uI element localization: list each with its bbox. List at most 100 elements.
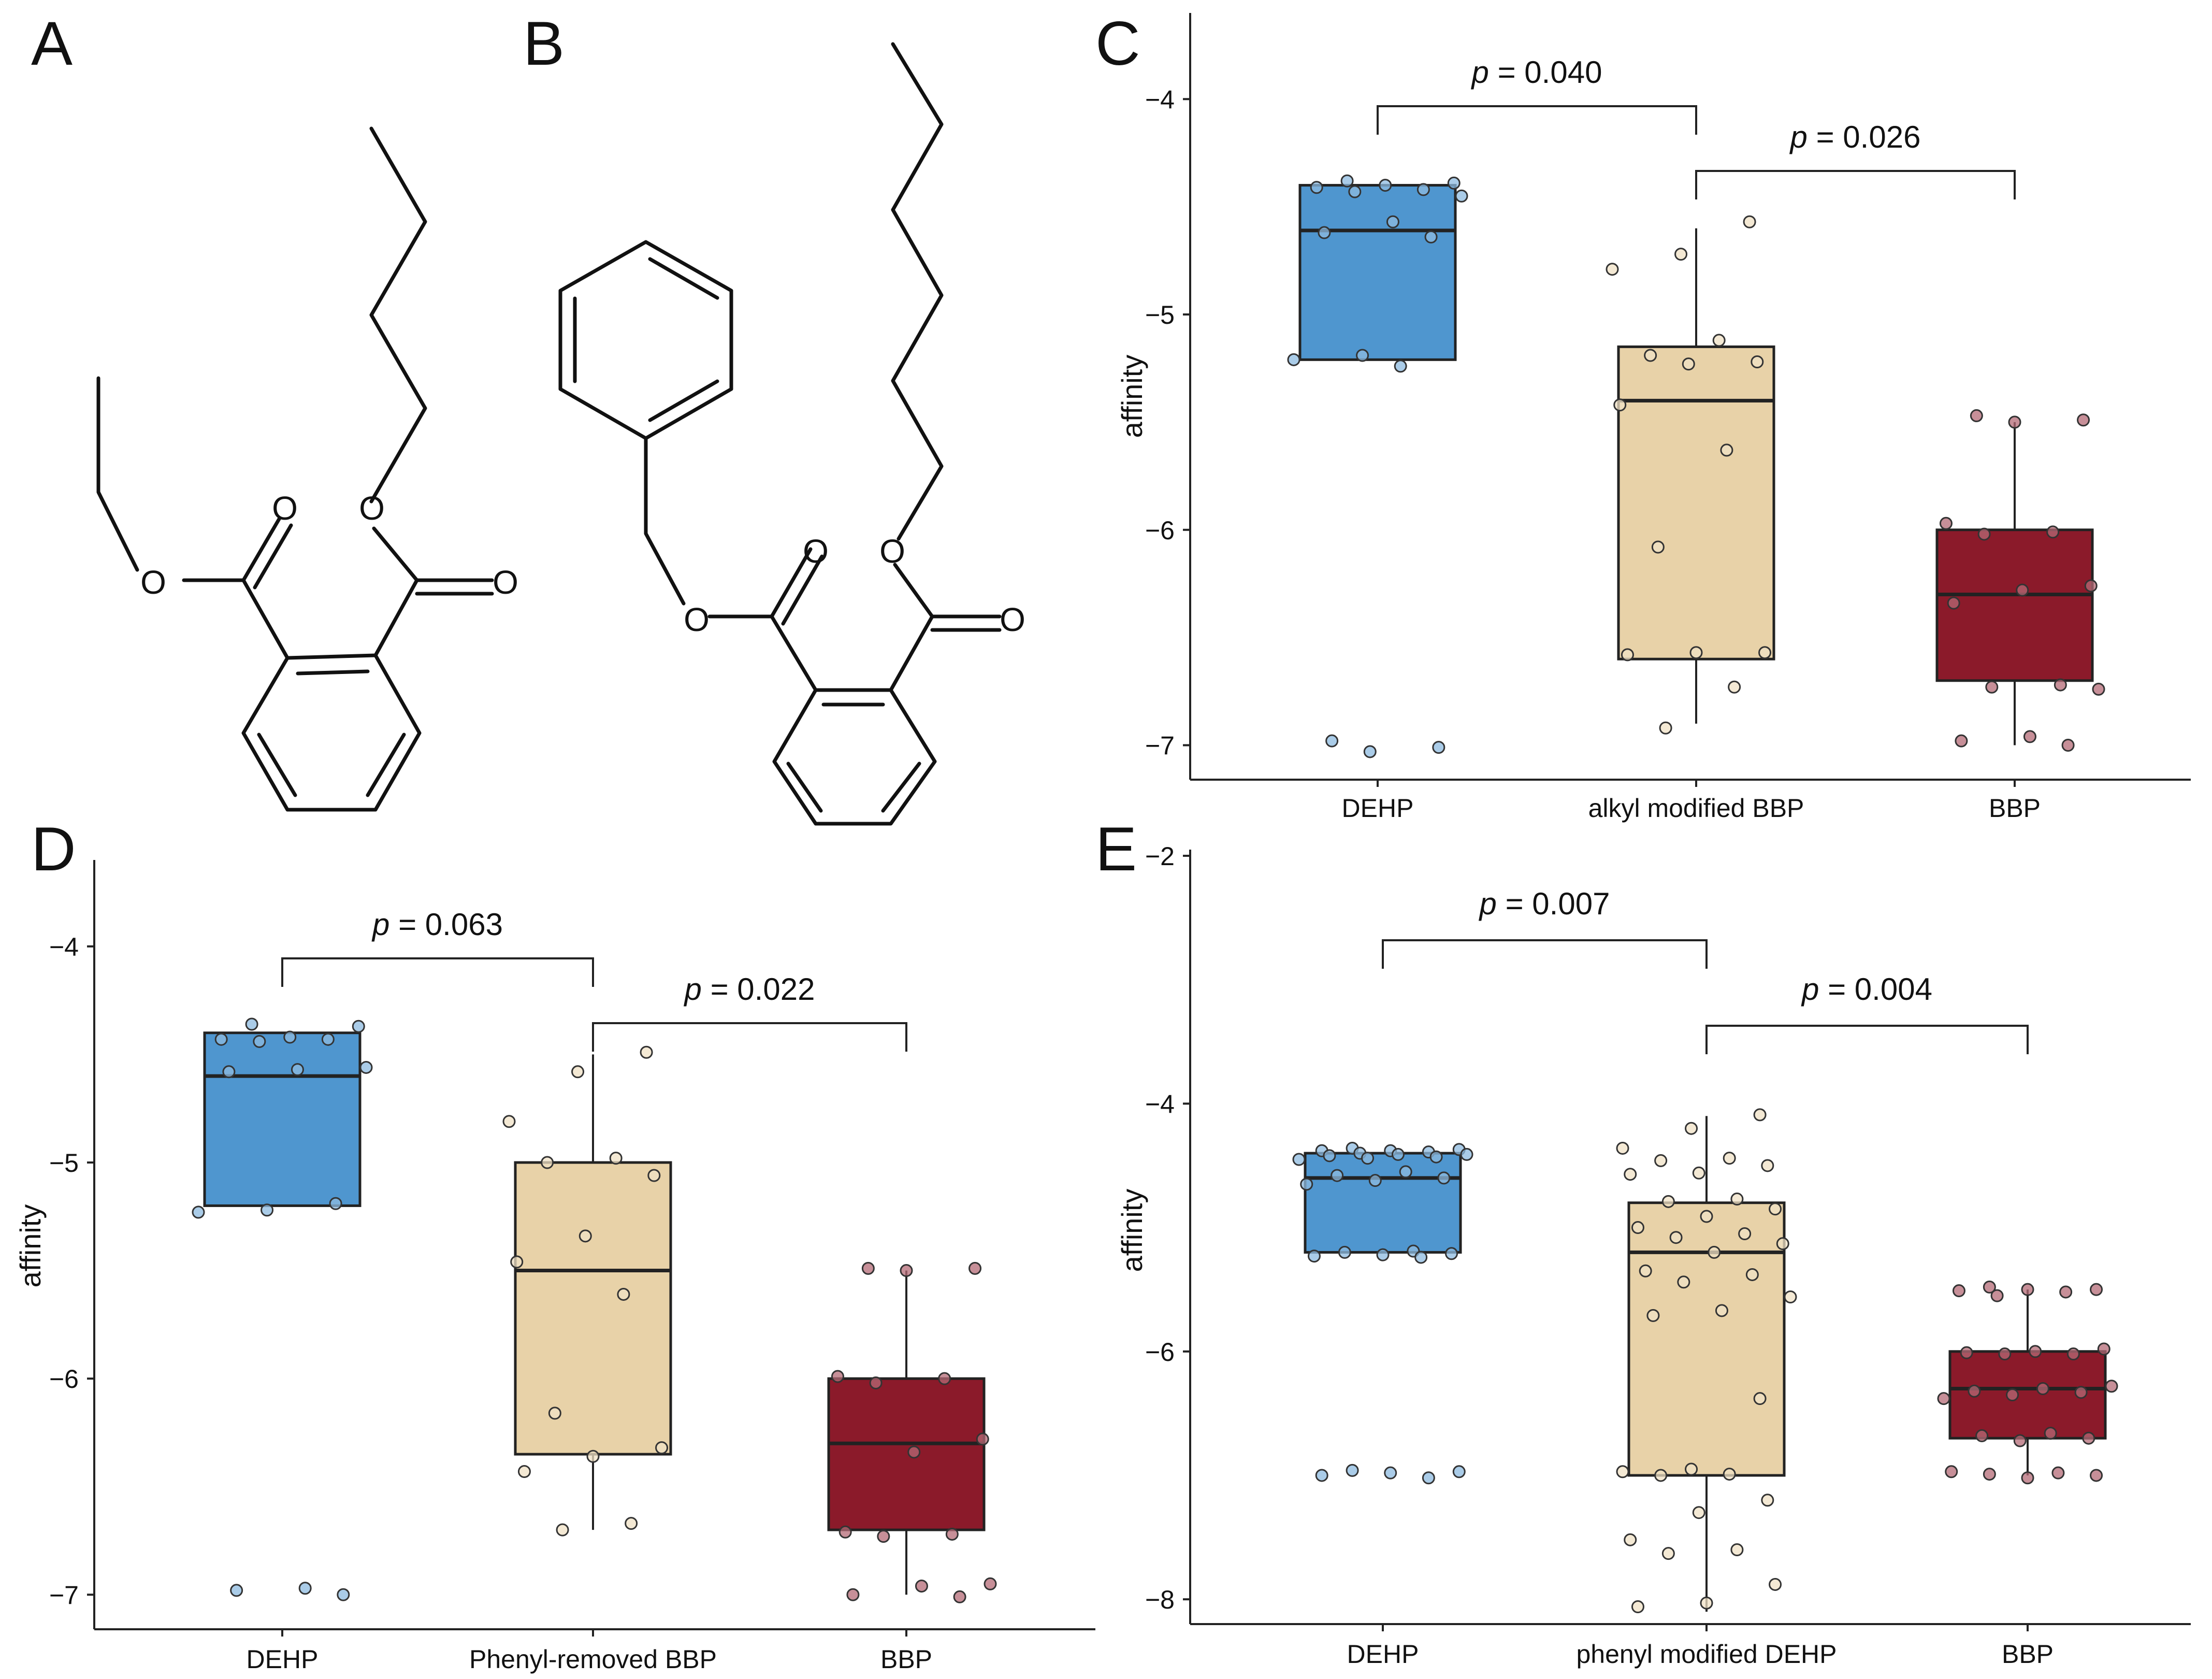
data-point-c	[1977, 527, 1991, 541]
molecule-a-ring	[241, 653, 422, 812]
data-point-d	[900, 1264, 913, 1278]
panel-letter-c: C	[1095, 9, 1140, 78]
data-point-e	[1646, 1309, 1660, 1322]
data-point-e	[2021, 1471, 2034, 1485]
box-d-1	[514, 1161, 672, 1456]
data-point-d	[640, 1045, 653, 1059]
data-point-e	[1361, 1152, 1375, 1165]
data-point-d	[984, 1577, 997, 1590]
data-point-c	[2016, 583, 2029, 597]
data-point-e	[1292, 1153, 1306, 1166]
data-point-e	[1753, 1108, 1767, 1122]
significance-bracket-e-0	[1382, 939, 1708, 969]
chart-panel-c: −4 −5 −6 −7 affinity DEHP alkyl modified BBP BB…	[1116, 13, 2191, 823]
data-point-e	[2074, 1386, 2088, 1399]
data-point-e	[2059, 1285, 2073, 1299]
data-point-d	[192, 1206, 205, 1219]
data-point-c	[1712, 334, 1726, 347]
data-point-e	[1685, 1462, 1698, 1476]
data-point-d	[298, 1582, 312, 1595]
data-point-c	[2046, 525, 2060, 539]
data-point-c	[1394, 360, 1407, 373]
data-point-c	[1424, 230, 1438, 243]
data-point-d	[655, 1441, 669, 1455]
data-point-d	[571, 1065, 585, 1079]
data-point-e	[1639, 1264, 1652, 1278]
data-point-e	[1761, 1159, 1774, 1172]
y-tick-label-c: −6	[1145, 516, 1175, 545]
molecule-a-oxygen: O	[359, 490, 385, 527]
molecule-b-bond	[889, 614, 934, 692]
data-point-d	[283, 1030, 297, 1044]
y-axis-title-e: affinity	[1116, 1189, 1148, 1272]
data-point-d	[953, 1590, 966, 1603]
data-point-e	[1384, 1466, 1397, 1480]
data-point-e	[1700, 1596, 1713, 1610]
data-point-d	[609, 1152, 623, 1165]
data-point-e	[1715, 1304, 1728, 1317]
data-point-e	[2051, 1466, 2065, 1480]
molecule-b-structure	[558, 42, 1002, 826]
data-point-c	[1348, 185, 1362, 198]
data-point-e	[1784, 1290, 1797, 1304]
p-value-label-d-0: p = 0.063	[371, 907, 503, 942]
box-d-2	[827, 1377, 986, 1531]
x-tick-label-d: DEHP	[247, 1645, 319, 1674]
y-axis-title-d: affinity	[14, 1204, 47, 1288]
data-point-e	[1661, 1547, 1675, 1560]
y-tick-label-c: −7	[1145, 731, 1175, 760]
data-point-c	[1659, 721, 1672, 735]
molecule-b-benzyl-ring	[558, 240, 733, 440]
data-point-c	[1947, 596, 1960, 610]
y-tick-label-d: −7	[49, 1581, 79, 1610]
molecule-a-ring-inner	[257, 733, 297, 797]
y-tick-label-d: −4	[49, 932, 79, 962]
x-tick-label-e: phenyl modified DEHP	[1576, 1640, 1837, 1669]
p-value-label-e-0: p = 0.007	[1479, 886, 1610, 921]
data-point-d	[968, 1261, 982, 1275]
x-tick-label-e: DEHP	[1347, 1640, 1419, 1669]
data-point-e	[2021, 1283, 2034, 1296]
y-axis-title-c: affinity	[1116, 355, 1148, 438]
data-point-d	[352, 1020, 365, 1033]
data-point-e	[1414, 1251, 1428, 1264]
data-point-e	[1990, 1289, 2004, 1302]
data-point-c	[1325, 734, 1339, 748]
box-e-1	[1627, 1201, 1786, 1477]
data-point-e	[1968, 1384, 1981, 1398]
y-tick-label-c: −5	[1145, 300, 1175, 329]
data-point-e	[2036, 1382, 2049, 1396]
data-point-e	[1616, 1465, 1629, 1479]
p-value-label-d-1: p = 0.022	[684, 972, 815, 1007]
data-point-c	[1955, 734, 1968, 748]
data-point-c	[1651, 540, 1665, 554]
molecule-a-bond	[372, 526, 419, 582]
data-point-c	[1606, 263, 1619, 276]
molecule-b-bond	[781, 554, 824, 626]
data-point-e	[1368, 1174, 1382, 1187]
y-tick-label-e: −6	[1145, 1338, 1175, 1367]
data-point-d	[329, 1197, 342, 1210]
p-value-label-c-0: p = 0.040	[1471, 55, 1602, 90]
x-tick-label-d: BBP	[880, 1645, 932, 1674]
x-tick-label-c: DEHP	[1342, 794, 1414, 823]
data-point-c	[2084, 579, 2098, 593]
data-point-d	[230, 1584, 243, 1597]
data-point-e	[1952, 1284, 1965, 1298]
molecule-a-ring-inner	[366, 733, 406, 797]
y-tick-label-c: −4	[1145, 85, 1175, 114]
molecule-a-bond	[373, 578, 419, 657]
molecule-a-bond	[241, 516, 282, 582]
data-point-e	[1998, 1347, 2012, 1361]
data-point-d	[976, 1432, 989, 1446]
x-tick-label-c: alkyl modified BBP	[1588, 794, 1804, 823]
data-point-e	[1708, 1245, 1721, 1259]
molecule-b-bond	[770, 614, 818, 692]
panel-letter-a: A	[31, 9, 73, 78]
molecule-a-oxygen: O	[493, 564, 518, 601]
data-point-e	[1429, 1150, 1443, 1164]
data-point-e	[1692, 1166, 1705, 1180]
data-point-e	[1323, 1149, 1336, 1163]
y-tick-label-e: −4	[1145, 1089, 1175, 1118]
data-point-d	[907, 1445, 921, 1459]
